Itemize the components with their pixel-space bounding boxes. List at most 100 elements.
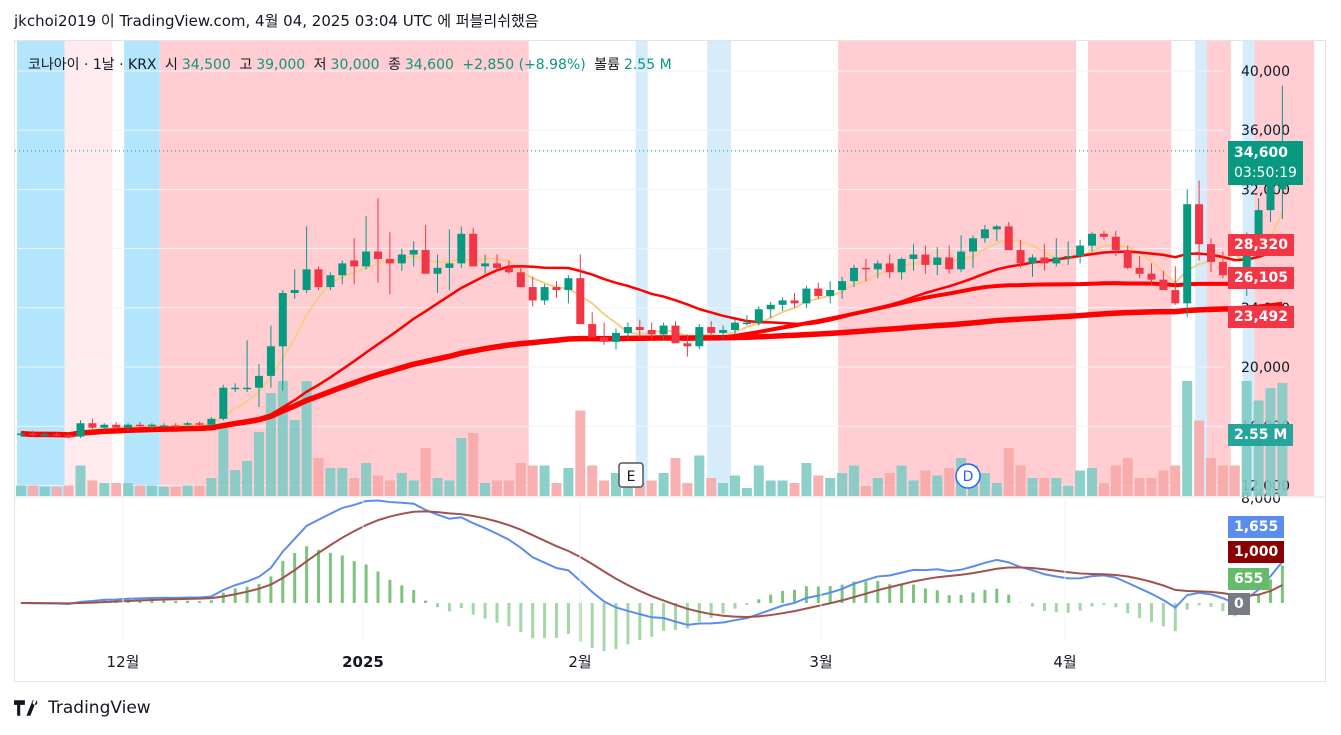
open-label: 시 — [164, 57, 178, 73]
volume-label: 볼륨 — [594, 57, 620, 73]
candle-body — [552, 287, 561, 291]
candle-body — [64, 435, 73, 437]
macd-histogram-bar — [174, 600, 178, 603]
x-axis-label: 4월 — [1053, 653, 1076, 671]
candle-body — [302, 269, 311, 291]
macd-histogram-bar — [995, 588, 999, 603]
candle-body — [850, 267, 858, 282]
candle-body — [921, 254, 930, 265]
candle-body — [100, 424, 109, 428]
candle-body — [564, 278, 573, 291]
volume-bar — [408, 480, 419, 496]
open-value: 34,500 — [181, 57, 231, 73]
volume-bar — [694, 455, 705, 496]
candle-body — [1123, 250, 1132, 268]
volume-bar — [1146, 478, 1157, 496]
macd-histogram-bar — [971, 592, 975, 603]
candle-body — [112, 424, 121, 428]
macd-line — [20, 499, 1284, 626]
macd-histogram-bar — [1138, 603, 1142, 619]
volume-bar — [646, 480, 657, 496]
volume-bar — [801, 463, 812, 496]
volume-bar — [1098, 483, 1109, 496]
volume-bar — [682, 483, 693, 496]
candle-body — [326, 275, 335, 288]
macd-histogram-bar — [1197, 603, 1201, 606]
y-tick-label: 40,000 — [1241, 64, 1290, 80]
macd-histogram-bar — [555, 603, 558, 638]
ma1-badge: 28,320 — [1228, 234, 1295, 256]
volume-bar — [730, 475, 740, 496]
volume-bar — [527, 465, 538, 496]
volume-bar — [480, 483, 491, 496]
symbol-name[interactable]: 코나아이 · 1날 · KRX — [28, 57, 157, 73]
candle-body — [790, 300, 799, 304]
candle-body — [588, 324, 597, 338]
candle-body — [385, 258, 394, 264]
volume-bar — [420, 448, 431, 496]
volume-bar — [777, 480, 788, 496]
volume-bar — [1182, 381, 1193, 496]
macd-histogram-bar — [1090, 603, 1094, 607]
macd-histogram-bar — [233, 588, 237, 603]
candle-body — [992, 226, 1001, 230]
candle-body — [1016, 250, 1025, 264]
candle-body — [374, 251, 382, 259]
candle-body — [659, 325, 668, 335]
candle-body — [861, 267, 870, 270]
volume-bar — [718, 483, 729, 496]
volume-bar — [194, 485, 205, 496]
volume-bar — [361, 463, 372, 496]
volume-bar — [920, 470, 931, 496]
candle-body — [873, 263, 882, 270]
candle-body — [528, 287, 537, 301]
macd-histogram-bar — [1221, 603, 1225, 611]
volume-bar — [146, 485, 157, 496]
volume-bar — [896, 465, 907, 496]
candle-body — [219, 387, 228, 419]
macd-histogram-bar — [1042, 603, 1046, 611]
candle-body — [612, 332, 620, 342]
volume-bar — [1229, 465, 1240, 496]
volume-bar — [27, 485, 38, 496]
candle-body — [1004, 226, 1013, 251]
tradingview-logo[interactable]: TradingView — [14, 698, 151, 718]
publish-header: jkchoi2019 이 TradingView.com, 4월 04, 202… — [14, 12, 539, 30]
macd-histogram-bar — [507, 603, 511, 627]
x-axis-label: 2월 — [568, 653, 591, 671]
volume-bar — [325, 468, 336, 496]
macd-histogram-bar — [150, 599, 154, 603]
macd-histogram-bar — [328, 552, 332, 603]
candle-body — [338, 263, 347, 276]
candle-body — [885, 263, 894, 273]
macd-histogram-bar — [364, 564, 368, 603]
candle-body — [635, 327, 644, 330]
volume-bar — [515, 463, 526, 496]
macd-histogram-bar — [162, 600, 166, 603]
macd-histogram-bar — [840, 584, 844, 603]
volume-bar — [373, 475, 383, 496]
volume-bar — [741, 488, 752, 496]
macd-histogram-bar — [436, 603, 439, 608]
candle-body — [1135, 267, 1144, 274]
candle-body — [647, 330, 656, 335]
macd-histogram-bar — [1257, 594, 1261, 603]
volume-bar — [230, 470, 241, 496]
candle-body — [421, 250, 430, 274]
volume-bar — [1253, 400, 1264, 496]
candle-body — [147, 424, 156, 427]
macd-histogram-bar — [340, 555, 344, 603]
macd-histogram-bar — [281, 560, 285, 603]
candle-body — [171, 425, 180, 427]
volume-bar — [670, 458, 681, 496]
candle-body — [623, 327, 632, 333]
macd-histogram-bar — [864, 581, 868, 603]
macd-histogram-bar — [198, 601, 201, 603]
macd-histogram-bar — [221, 592, 225, 603]
macd-histogram-bar — [1066, 603, 1070, 613]
macd-histogram-bar — [900, 584, 904, 603]
low-label: 저 — [313, 57, 327, 73]
price-chart[interactable]: 40,00036,00032,00028,00024,00020,00016,0… — [15, 41, 1325, 681]
volume-bar — [563, 468, 574, 496]
volume-bar — [575, 410, 586, 496]
